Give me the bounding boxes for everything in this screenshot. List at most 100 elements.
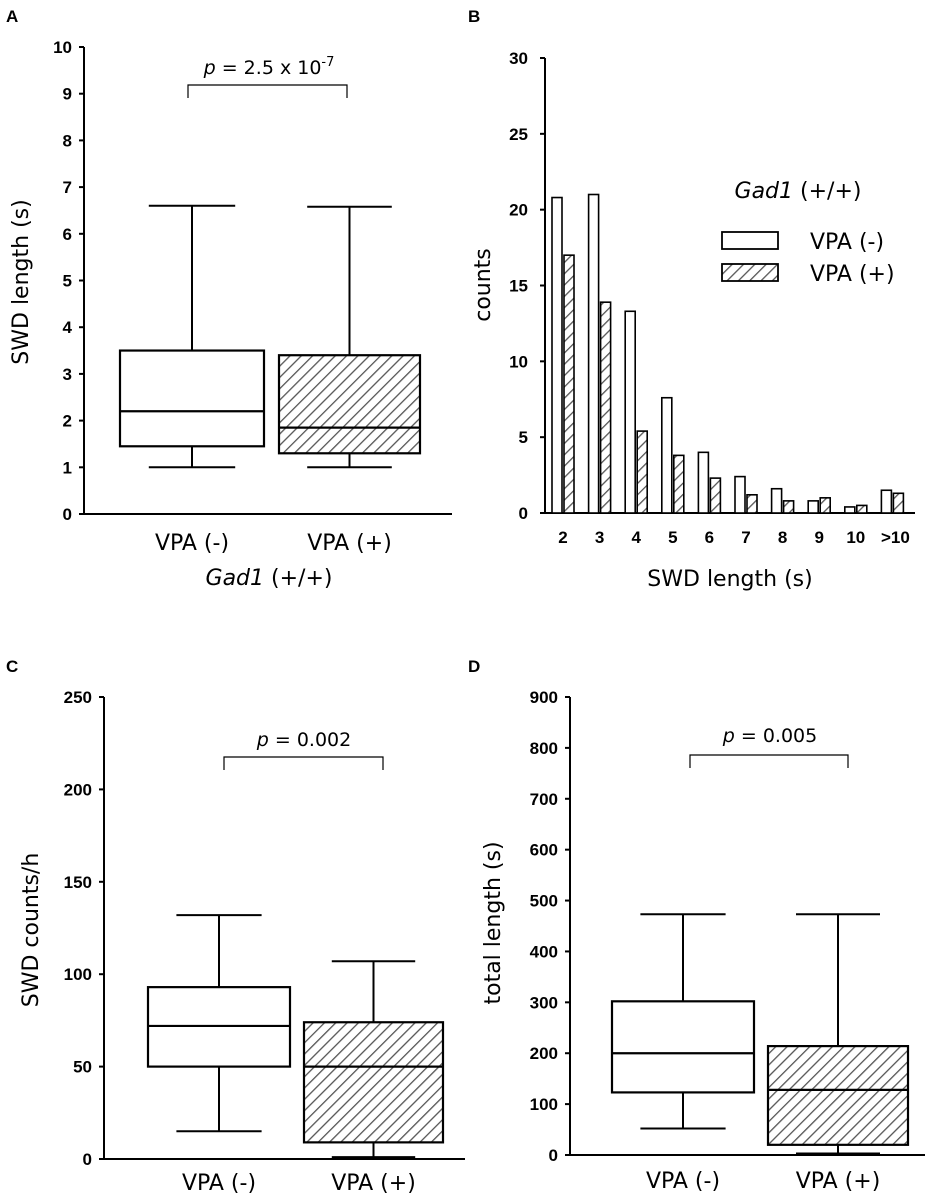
panel-d: D 0 100 200 300 400 500 600 700 800 900 VPA (-) VPA… xyxy=(468,657,925,1194)
legend-title: Gad1 (+/+) xyxy=(735,179,862,204)
panel-d-pvalue: p = 0.005 xyxy=(722,725,817,747)
panel-a-category-label: VPA (+) xyxy=(307,531,392,556)
panel-d-category-label: VPA (+) xyxy=(796,1169,881,1194)
panel-d-ytick-label: 600 xyxy=(530,841,558,860)
panel-b-bar-vpa-plus xyxy=(782,500,795,514)
panel-b-xtick-label: 2 xyxy=(558,528,567,547)
panel-d-ylabel: total length (s) xyxy=(481,841,506,1004)
panel-b-xtick-label: 7 xyxy=(741,528,750,547)
panel-b-ytick-label: 0 xyxy=(519,504,528,523)
panel-b-bar-vpa-minus xyxy=(843,506,856,514)
legend-swatch-vpa-minus xyxy=(721,231,779,250)
panel-c-label: C xyxy=(6,657,18,676)
panel-b-xtick-label: 5 xyxy=(668,528,677,547)
panel-a-ytick-label: 0 xyxy=(63,505,72,524)
panel-d-category-label: VPA (-) xyxy=(646,1169,720,1194)
panel-d-ytick-label: 800 xyxy=(530,739,558,758)
panel-b-label: B xyxy=(468,7,480,26)
panel-b-bar-vpa-minus xyxy=(660,396,673,514)
panel-b-ytick-label: 30 xyxy=(509,49,528,68)
panel-d-ytick-label: 900 xyxy=(530,688,558,707)
panel-a-ytick-label: 7 xyxy=(63,178,72,197)
panel-d-ytick-label: 300 xyxy=(530,993,558,1012)
panel-b-bar-vpa-plus xyxy=(563,254,575,514)
panel-b-xtick-label: 6 xyxy=(705,528,714,547)
panel-d-label: D xyxy=(468,657,480,676)
panel-c-ylabel: SWD counts/h xyxy=(19,853,44,1008)
panel-b-bar-vpa-minus xyxy=(587,193,600,514)
panel-c-category-label: VPA (-) xyxy=(182,1171,256,1196)
panel-b-xtick-label: 10 xyxy=(846,528,865,547)
panel-d-ytick-label: 0 xyxy=(549,1146,558,1165)
panel-b-bar-vpa-plus xyxy=(599,301,612,514)
legend-label-vpa-minus: VPA (-) xyxy=(810,230,884,255)
panel-c-ytick-label: 150 xyxy=(64,873,92,892)
panel-a-ytick-label: 6 xyxy=(63,225,72,244)
panel-b-ylabel: counts xyxy=(471,248,496,322)
panel-b-bar-vpa-minus xyxy=(770,487,783,514)
panel-b-xlabel: SWD length (s) xyxy=(647,567,812,592)
panel-b-xtick-label: >10 xyxy=(881,528,910,547)
panel-d-axes: 0 100 200 300 400 500 600 700 800 900 VPA (-) VPA (… xyxy=(530,688,925,1194)
panel-d-ytick-label: 100 xyxy=(530,1095,558,1114)
panel-b-bar-vpa-plus xyxy=(746,493,758,514)
panel-d-ytick-label: 700 xyxy=(530,790,558,809)
panel-c-significance-bracket xyxy=(223,756,384,770)
panel-a: A 0 1 2 3 4 5 6 7 8 9 10 VPA (-) VPA (+) SWD length … xyxy=(6,7,452,591)
panel-a-ytick-label: 5 xyxy=(63,272,72,291)
panel-d-significance-bracket xyxy=(689,754,849,768)
panel-d-box-vpa-plus xyxy=(766,1044,910,1146)
panel-b-bar-vpa-plus xyxy=(892,492,905,514)
panel-a-ytick-label: 8 xyxy=(63,131,72,150)
panel-c-ytick-label: 250 xyxy=(64,688,92,707)
panel-b-ytick-label: 15 xyxy=(509,277,528,296)
panel-b-ytick-label: 20 xyxy=(509,201,528,220)
panel-b-xtick-label: 4 xyxy=(631,528,641,547)
legend-swatch-vpa-plus xyxy=(721,263,779,282)
panel-b-bar-vpa-minus xyxy=(551,196,563,514)
panel-a-pvalue: p = 2.5 x 10-7 xyxy=(203,55,335,79)
panel-b-bar-vpa-plus xyxy=(672,454,685,514)
panel-a-significance-bracket xyxy=(187,84,348,98)
panel-d-box-vpa-minus xyxy=(610,1000,756,1094)
panel-b-xtick-label: 9 xyxy=(814,528,823,547)
panel-b: B 0 5 10 15 20 25 30 2 3 4 5 6 7 8 9 10 >10 counts SWD l… xyxy=(468,7,915,592)
panel-c-ytick-label: 100 xyxy=(64,965,92,984)
panel-b-bar-vpa-plus xyxy=(636,430,649,514)
panel-a-axes: 0 1 2 3 4 5 6 7 8 9 10 VPA (-) VPA (+) xyxy=(53,38,452,556)
panel-a-ytick-label: 4 xyxy=(63,318,73,337)
panel-c-box-vpa-plus xyxy=(302,1021,445,1144)
panel-a-ytick-label: 3 xyxy=(63,365,72,384)
panel-a-label: A xyxy=(6,7,18,26)
panel-b-xtick-label: 3 xyxy=(595,528,604,547)
panel-a-ytick-label: 9 xyxy=(63,85,72,104)
panel-b-axes: 0 5 10 15 20 25 30 2 3 4 5 6 7 8 9 10 >10 xyxy=(509,49,915,547)
panel-c-axes: 0 50 100 150 200 250 VPA (-) VPA (+) xyxy=(64,688,465,1196)
panel-a-box-vpa-minus xyxy=(118,349,266,448)
panel-a-ytick-label: 1 xyxy=(63,458,72,477)
panel-d-ytick-label: 200 xyxy=(530,1044,558,1063)
panel-b-bar-vpa-plus xyxy=(855,504,868,514)
panel-c-ytick-label: 50 xyxy=(73,1058,92,1077)
panel-b-bar-vpa-minus xyxy=(880,489,893,514)
panel-c-ytick-label: 200 xyxy=(64,780,92,799)
panel-a-ylabel: SWD length (s) xyxy=(9,199,34,364)
panel-b-xtick-label: 8 xyxy=(778,528,787,547)
panel-a-box-vpa-plus xyxy=(277,354,422,455)
panel-b-bar-vpa-minus xyxy=(807,500,820,514)
panel-b-bar-vpa-plus xyxy=(819,497,832,514)
panel-b-ytick-label: 10 xyxy=(509,352,528,371)
panel-a-ytick-label: 10 xyxy=(53,38,72,57)
panel-b-bar-vpa-plus xyxy=(709,477,722,514)
panel-a-genotype-label: Gad1 (+/+) xyxy=(206,566,333,591)
panel-b-ytick-label: 5 xyxy=(519,428,528,447)
panel-b-ytick-label: 25 xyxy=(509,125,528,144)
panel-c-category-label: VPA (+) xyxy=(331,1171,416,1196)
panel-b-bar-vpa-minus xyxy=(734,475,746,514)
panel-d-ytick-label: 400 xyxy=(530,942,558,961)
panel-c-pvalue: p = 0.002 xyxy=(256,729,351,751)
panel-d-ytick-label: 500 xyxy=(530,892,558,911)
panel-b-bar-vpa-minus xyxy=(697,451,710,514)
panel-a-category-label: VPA (-) xyxy=(155,531,229,556)
